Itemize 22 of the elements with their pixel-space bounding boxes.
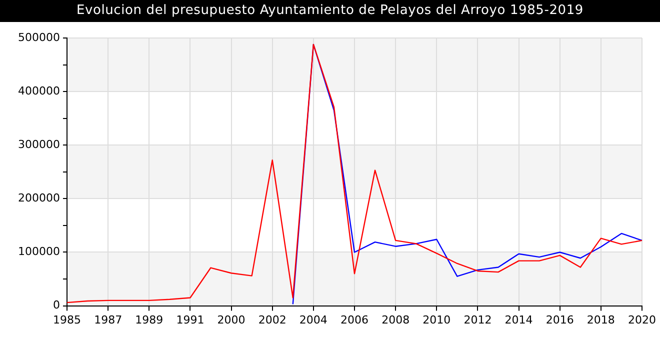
- y-tick-label: 500000: [18, 30, 60, 44]
- x-tick-label: 2006: [340, 313, 368, 326]
- x-tick-label: 2004: [299, 313, 328, 326]
- y-tick-label: 100000: [18, 245, 60, 258]
- x-tick-label: 2010: [422, 313, 451, 326]
- x-tick-label: 2016: [546, 313, 574, 326]
- x-tick-label: 1985: [53, 313, 81, 326]
- x-tick-label: 2012: [464, 313, 492, 326]
- x-tick-label: 2014: [504, 313, 533, 326]
- x-tick-label: 2008: [382, 313, 410, 326]
- y-tick-label: 0: [53, 298, 60, 312]
- x-tick-label: 2002: [258, 313, 286, 326]
- y-tick-label: 400000: [18, 84, 60, 98]
- x-tick-label: 1991: [176, 313, 204, 326]
- x-tick-label: 1989: [135, 313, 164, 326]
- x-tick-label: 2018: [586, 313, 615, 326]
- chart-title: Evolucion del presupuesto Ayuntamiento de Pelayos del Arroyo 1985-2019: [0, 0, 660, 22]
- x-tick-label: 1987: [94, 313, 122, 326]
- x-tick-label: 2000: [217, 313, 246, 326]
- x-tick-label: 2020: [628, 313, 656, 326]
- y-tick-label: 200000: [18, 192, 60, 205]
- y-tick-label: 300000: [18, 138, 60, 151]
